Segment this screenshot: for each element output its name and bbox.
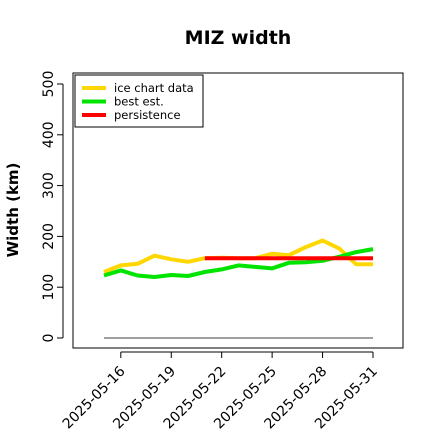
series-lines (103, 238, 374, 339)
y-tick-label: 200 (41, 223, 57, 250)
x-axis: 2025-05-162025-05-192025-05-222025-05-25… (60, 351, 381, 432)
y-axis-label: Width (km) (4, 163, 22, 258)
series-line-best-est (103, 247, 374, 279)
y-tick-label: 300 (41, 172, 57, 199)
plot-area (72, 72, 404, 349)
legend-entry: ice chart data (114, 81, 194, 95)
legend-entry: persistence (114, 108, 181, 122)
y-tick-label: 0 (41, 334, 57, 343)
chart-title: MIZ width (185, 27, 292, 49)
y-axis: 0 100 200 300 400 500 (41, 71, 64, 343)
legend-entry: best est. (114, 95, 164, 109)
y-tick-label: 500 (41, 71, 57, 98)
y-tick-label: 400 (41, 121, 57, 148)
y-tick-label: 100 (41, 274, 57, 301)
